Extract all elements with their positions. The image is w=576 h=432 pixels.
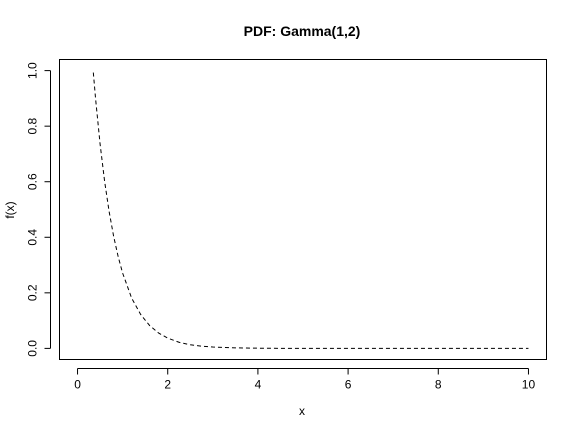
y-tick-label: 1.0 xyxy=(26,62,40,79)
x-tick-label: 4 xyxy=(255,378,262,392)
y-axis-label: f(x) xyxy=(3,201,17,218)
x-tick-label: 0 xyxy=(74,378,81,392)
y-tick-label: 0.6 xyxy=(26,173,40,190)
density-curve xyxy=(92,72,529,349)
y-axis: 0.0 0.2 0.4 0.6 0.8 1.0 xyxy=(26,62,51,357)
x-tick-label: 8 xyxy=(435,378,442,392)
y-tick-label: 0.2 xyxy=(26,284,40,301)
x-tick-label: 2 xyxy=(164,378,171,392)
y-tick-label: 0.8 xyxy=(26,118,40,135)
x-axis: 0 2 4 6 8 10 xyxy=(74,368,536,392)
series-layer xyxy=(92,72,529,349)
plot-frame xyxy=(59,59,547,360)
x-tick-label: 6 xyxy=(345,378,352,392)
chart-title: PDF: Gamma(1,2) xyxy=(244,23,361,39)
y-tick-label: 0.0 xyxy=(26,340,40,357)
x-tick-label: 10 xyxy=(522,378,536,392)
y-tick-label: 0.4 xyxy=(26,229,40,246)
x-axis-label: x xyxy=(299,404,305,418)
